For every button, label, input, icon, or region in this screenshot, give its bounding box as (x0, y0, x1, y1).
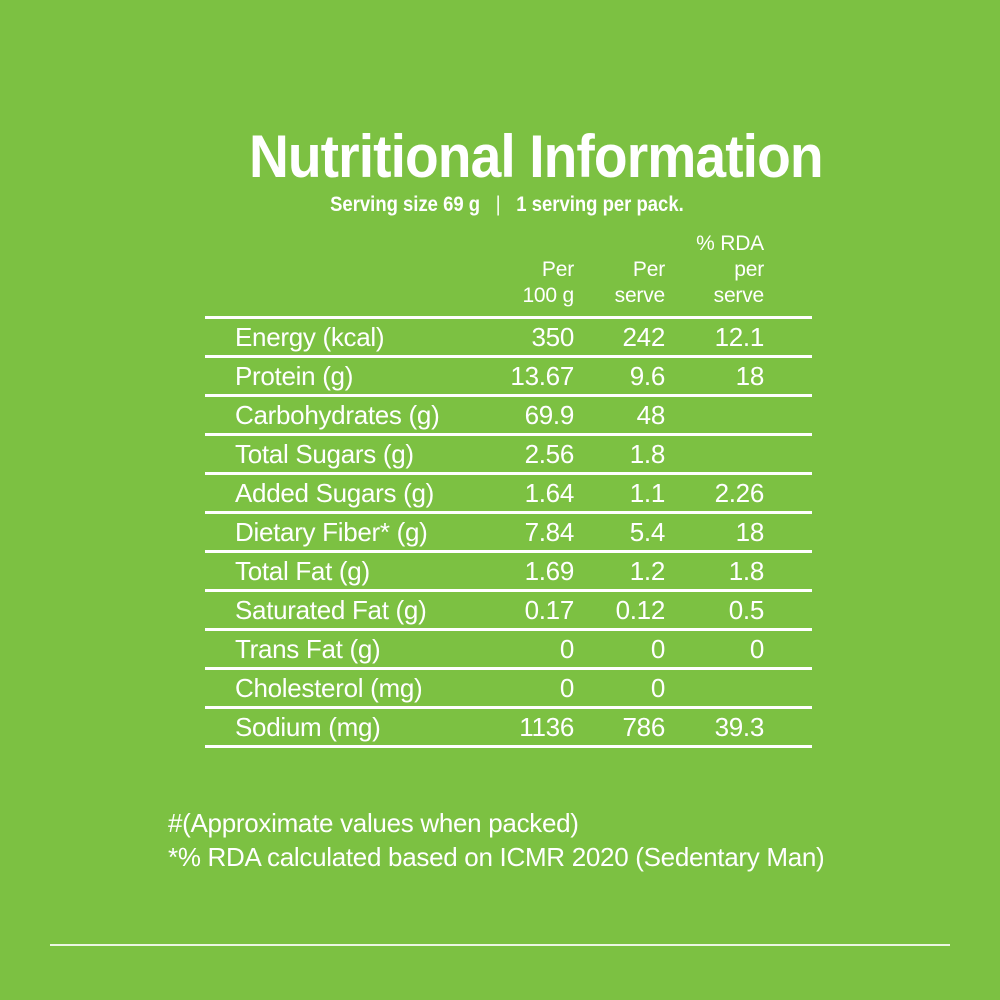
value-per-serve: 0.12 (615, 594, 666, 625)
row-label: Sodium (mg) (235, 711, 381, 742)
table-row-trans-fat: Trans Fat (g) 0 0 0 (205, 628, 812, 667)
value-per-100g: 7.84 (524, 516, 575, 547)
value-per-100g: 0 (559, 672, 574, 703)
row-label: Protein (g) (235, 360, 354, 391)
row-label: Dietary Fiber* (g) (235, 516, 428, 547)
value-per-serve: 48 (636, 399, 666, 430)
table-row-sodium: Sodium (mg) 1136 786 39.3 (205, 706, 812, 745)
row-label: Total Sugars (g) (235, 438, 414, 469)
table-row-total-fat: Total Fat (g) 1.69 1.2 1.8 (205, 550, 812, 589)
column-header-per-100g: Per 100 g (522, 258, 574, 307)
value-rda-per-serve: 0 (749, 633, 764, 664)
value-per-serve: 0 (650, 633, 665, 664)
servings-per-pack-text: 1 serving per pack. (516, 193, 684, 216)
table-row-energy: Energy (kcal) 350 242 12.1 (205, 316, 812, 355)
value-per-serve: 786 (622, 711, 666, 742)
value-per-serve: 1.2 (629, 555, 666, 586)
value-per-100g: 1.64 (524, 477, 575, 508)
value-per-serve: 1.8 (629, 438, 666, 469)
value-rda-per-serve: 18 (735, 516, 765, 547)
value-per-100g: 1.69 (524, 555, 575, 586)
value-rda-per-serve: 0.5 (728, 594, 765, 625)
value-per-100g: 1136 (519, 711, 574, 742)
value-per-100g: 0 (559, 633, 574, 664)
table-row-total-sugars: Total Sugars (g) 2.56 1.8 (205, 433, 812, 472)
row-label: Trans Fat (g) (235, 633, 381, 664)
value-per-100g: 0.17 (524, 594, 575, 625)
value-rda-per-serve: 39.3 (714, 711, 765, 742)
table-row-cholesterol: Cholesterol (mg) 0 0 (205, 667, 812, 706)
footnotes: #(Approximate values when packed) *% RDA… (168, 806, 825, 874)
value-per-serve: 9.6 (629, 360, 666, 391)
value-per-serve: 0 (650, 672, 665, 703)
table-header-row: Per 100 g Per serve % RDA per serve (205, 230, 812, 309)
row-label: Energy (kcal) (235, 321, 385, 352)
row-label: Cholesterol (mg) (235, 672, 423, 703)
page-title-text: Nutritional Information (249, 123, 824, 190)
value-per-100g: 69.9 (524, 399, 575, 430)
table-row-protein: Protein (g) 13.67 9.6 18 (205, 355, 812, 394)
column-header-per-serve: Per serve (614, 258, 666, 307)
footnote-approximate-values: #(Approximate values when packed) (168, 808, 579, 838)
table-body: Energy (kcal) 350 242 12.1 Protein (g) 1… (205, 316, 812, 748)
row-label: Carbohydrates (g) (235, 399, 440, 430)
value-per-serve: 5.4 (629, 516, 666, 547)
serving-info: Serving size 69 g | 1 serving per pack. (7, 193, 1000, 216)
row-label: Total Fat (g) (235, 555, 370, 586)
page-title: Nutritional Information (36, 127, 1000, 187)
column-header-rda-per-serve: % RDA per serve (696, 232, 764, 307)
row-label: Saturated Fat (g) (235, 594, 427, 625)
value-per-100g: 13.67 (510, 360, 574, 391)
table-row-saturated-fat: Saturated Fat (g) 0.17 0.12 0.5 (205, 589, 812, 628)
value-per-serve: 1.1 (629, 477, 666, 508)
serving-size-text: Serving size 69 g (330, 193, 481, 216)
table-row-dietary-fiber: Dietary Fiber* (g) 7.84 5.4 18 (205, 511, 812, 550)
footnote-rda-basis: *% RDA calculated based on ICMR 2020 (Se… (168, 842, 825, 872)
value-per-100g: 2.56 (524, 438, 575, 469)
bottom-divider (50, 944, 950, 946)
nutrition-table: Per 100 g Per serve % RDA per serve Ener… (205, 230, 812, 748)
value-rda-per-serve: 12.1 (714, 321, 765, 352)
value-rda-per-serve: 1.8 (728, 555, 765, 586)
value-rda-per-serve: 2.26 (714, 477, 765, 508)
row-label: Added Sugars (g) (235, 477, 434, 508)
subtitle-separator: | (495, 193, 501, 216)
value-per-100g: 350 (531, 321, 575, 352)
value-rda-per-serve: 18 (735, 360, 765, 391)
table-row-carbohydrates: Carbohydrates (g) 69.9 48 (205, 394, 812, 433)
value-per-serve: 242 (622, 321, 666, 352)
table-row-added-sugars: Added Sugars (g) 1.64 1.1 2.26 (205, 472, 812, 511)
